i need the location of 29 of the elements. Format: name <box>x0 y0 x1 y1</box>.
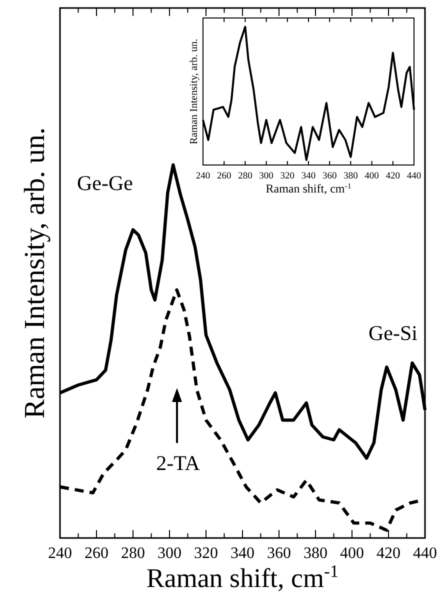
x-tick-label: 300 <box>259 172 274 182</box>
y-axis-title: Raman Intensity, arb. un. <box>19 127 51 419</box>
x-tick-label: 240 <box>48 545 72 562</box>
x-tick-label: 340 <box>301 172 316 182</box>
annotation: 2-TA <box>156 451 201 475</box>
x-tick-label: 280 <box>121 545 145 562</box>
x-tick-label: 300 <box>158 545 182 562</box>
x-tick-label: 320 <box>280 172 295 182</box>
x-tick-label: 260 <box>216 172 232 182</box>
x-tick-label: 360 <box>267 545 291 562</box>
x-axis-title: Raman shift, cm$^{-1}$ <box>146 561 339 593</box>
y-axis-title: Raman Intensity, arb. un. <box>189 38 200 144</box>
x-axis-title: Raman shift, cm$^{-1}$ <box>266 181 352 196</box>
x-tick-label: 380 <box>344 172 358 182</box>
x-tick-label: 280 <box>238 172 253 182</box>
x-tick-label: 420 <box>376 545 400 562</box>
x-tick-label: 240 <box>196 172 210 182</box>
x-tick-label: 360 <box>322 172 337 182</box>
x-tick-label: 260 <box>84 545 108 562</box>
x-tick-label: 400 <box>340 545 364 562</box>
x-tick-label: 340 <box>230 545 254 562</box>
x-tick-label: 440 <box>406 172 422 182</box>
x-tick-label: 420 <box>386 172 400 182</box>
x-tick-label: 400 <box>364 172 380 182</box>
annotation: Ge-Ge <box>77 171 133 195</box>
x-tick-label: 440 <box>413 545 437 562</box>
annotation: Ge-Si <box>368 321 418 345</box>
x-tick-label: 320 <box>194 545 218 562</box>
x-tick-label: 380 <box>304 545 328 562</box>
